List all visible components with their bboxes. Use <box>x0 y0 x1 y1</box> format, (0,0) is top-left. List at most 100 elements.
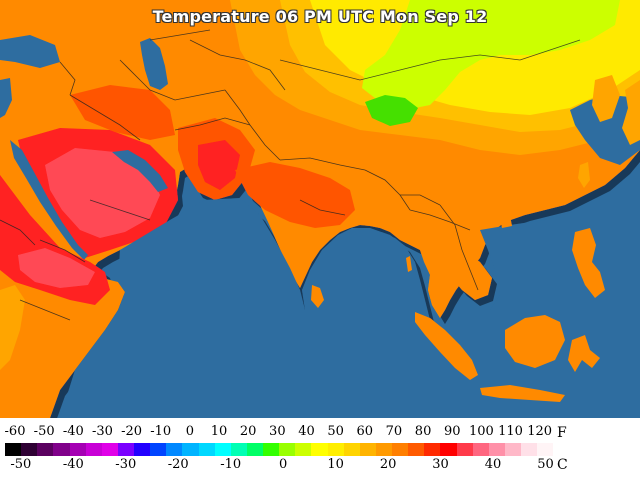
black-sea <box>0 35 60 68</box>
scale-swatch <box>166 443 183 456</box>
fahrenheit-tick-label: 120 <box>527 424 553 439</box>
map-title: Temperature 06 PM UTC Mon Sep 12 <box>152 7 488 26</box>
pakistan-core <box>198 140 240 190</box>
scale-swatch <box>53 443 70 456</box>
scale-swatch <box>392 443 409 456</box>
temperature-map <box>0 0 640 418</box>
fahrenheit-tick-label: -50 <box>33 424 55 439</box>
lime-zone <box>362 0 620 110</box>
scale-swatch <box>85 443 102 456</box>
taiwan <box>578 162 590 188</box>
scale-swatch <box>263 443 280 456</box>
fahrenheit-tick-label: 110 <box>498 424 523 439</box>
celsius-tick-label: -50 <box>10 457 32 472</box>
fahrenheit-tick-label: 40 <box>298 424 315 439</box>
scale-swatch <box>537 443 554 456</box>
fahrenheit-tick-label: -40 <box>62 424 84 439</box>
celsius-tick-label: 50 <box>537 457 554 472</box>
scale-swatch <box>359 443 376 456</box>
scale-swatch <box>311 443 328 456</box>
scale-swatch <box>198 443 215 456</box>
green-zone <box>365 95 418 126</box>
scale-swatch <box>472 443 489 456</box>
japan <box>622 80 640 145</box>
east-china-sea <box>570 95 640 165</box>
scale-swatch <box>150 443 167 456</box>
scale-swatch <box>521 443 538 456</box>
fahrenheit-unit: F <box>557 425 567 441</box>
fahrenheit-tick-label: 60 <box>356 424 374 439</box>
fahrenheit-tick-label: -60 <box>4 424 26 439</box>
fahrenheit-tick-label: 70 <box>385 424 403 439</box>
scale-swatch <box>343 443 360 456</box>
scale-swatch <box>134 443 151 456</box>
iran-heat <box>70 85 175 140</box>
scale-swatch <box>327 443 344 456</box>
fahrenheit-tick-label: 90 <box>443 424 461 439</box>
africa-west <box>0 285 25 370</box>
celsius-tick-label: 10 <box>327 457 344 472</box>
fahrenheit-tick-label: 30 <box>269 424 286 439</box>
scale-swatch <box>230 443 247 456</box>
philippines <box>572 228 605 298</box>
sulawesi <box>568 335 600 372</box>
java <box>480 385 565 402</box>
scale-swatch <box>456 443 473 456</box>
arabian-sea <box>60 198 305 418</box>
celsius-tick-label: 40 <box>484 457 502 472</box>
scale-swatch <box>424 443 441 456</box>
sri-lanka <box>311 285 324 308</box>
andaman-islands <box>406 256 412 272</box>
fahrenheit-tick-label: 100 <box>468 424 494 439</box>
color-scale-bar <box>5 443 554 456</box>
horn-core <box>18 248 95 288</box>
bay-of-bengal <box>302 228 430 418</box>
fahrenheit-tick-label: 20 <box>239 424 257 439</box>
scale-swatch <box>295 443 312 456</box>
scale-swatch <box>440 443 457 456</box>
indochina <box>420 245 492 318</box>
red-sea <box>10 140 88 260</box>
scale-swatch <box>408 443 425 456</box>
fahrenheit-tick-label: -20 <box>121 424 143 439</box>
country-borders <box>0 29 581 321</box>
scale-swatch <box>5 443 22 456</box>
persian-gulf <box>112 150 168 192</box>
borneo <box>505 315 565 368</box>
scale-swatch <box>488 443 505 456</box>
celsius-tick-label: 30 <box>432 457 449 472</box>
sumatra <box>415 312 478 380</box>
land-masses <box>0 0 640 418</box>
fahrenheit-tick-label: -10 <box>150 424 172 439</box>
fahrenheit-tick-label: 50 <box>327 424 344 439</box>
scale-swatch <box>21 443 38 456</box>
india-heat <box>235 162 355 228</box>
celsius-tick-label: -20 <box>167 457 189 472</box>
scale-swatch <box>214 443 231 456</box>
mediterranean <box>0 78 12 118</box>
fahrenheit-tick-label: 10 <box>210 424 228 439</box>
hainan <box>500 216 512 228</box>
celsius-tick-label: -10 <box>220 457 242 472</box>
fahrenheit-tick-label: -30 <box>91 424 113 439</box>
scale-swatch <box>182 443 199 456</box>
celsius-tick-label: -40 <box>62 457 84 472</box>
korea <box>592 75 620 122</box>
scale-swatch <box>504 443 521 456</box>
scale-swatch <box>279 443 296 456</box>
scale-swatch <box>375 443 392 456</box>
celsius-tick-label: 0 <box>279 457 288 472</box>
celsius-tick-label: -30 <box>115 457 137 472</box>
scale-swatch <box>246 443 263 456</box>
scale-swatch <box>117 443 134 456</box>
scale-swatch <box>69 443 86 456</box>
fahrenheit-tick-label: 80 <box>414 424 432 439</box>
fahrenheit-tick-label: 0 <box>185 424 195 439</box>
celsius-unit: C <box>557 457 568 473</box>
scale-swatch <box>37 443 54 456</box>
caspian-sea <box>140 38 168 90</box>
arabia-core <box>45 148 160 238</box>
celsius-tick-label: 20 <box>379 457 397 472</box>
scale-swatch <box>101 443 118 456</box>
